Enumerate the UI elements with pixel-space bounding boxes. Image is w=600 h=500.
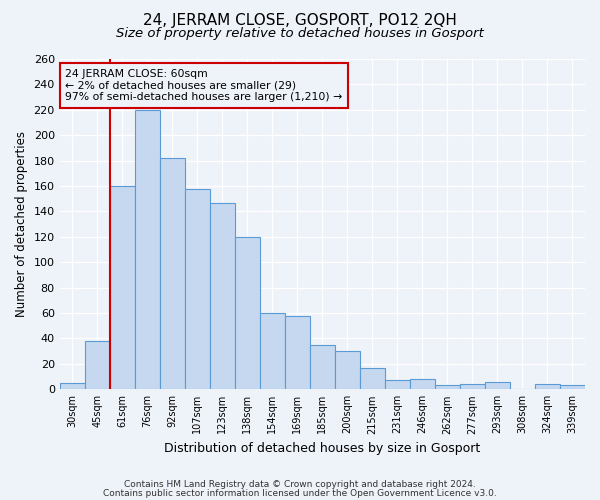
Bar [160, 158, 185, 390]
Bar [485, 382, 510, 390]
Text: Contains public sector information licensed under the Open Government Licence v3: Contains public sector information licen… [103, 488, 497, 498]
Text: 24 JERRAM CLOSE: 60sqm
← 2% of detached houses are smaller (29)
97% of semi-deta: 24 JERRAM CLOSE: 60sqm ← 2% of detached … [65, 69, 342, 102]
Bar [235, 237, 260, 390]
X-axis label: Distribution of detached houses by size in Gosport: Distribution of detached houses by size … [164, 442, 481, 455]
Bar [560, 386, 585, 390]
Y-axis label: Number of detached properties: Number of detached properties [15, 131, 28, 317]
Bar [310, 345, 335, 390]
Text: 24, JERRAM CLOSE, GOSPORT, PO12 2QH: 24, JERRAM CLOSE, GOSPORT, PO12 2QH [143, 12, 457, 28]
Bar [135, 110, 160, 390]
Bar [410, 379, 435, 390]
Text: Size of property relative to detached houses in Gosport: Size of property relative to detached ho… [116, 28, 484, 40]
Bar [185, 188, 210, 390]
Bar [435, 386, 460, 390]
Bar [110, 186, 135, 390]
Bar [385, 380, 410, 390]
Bar [535, 384, 560, 390]
Bar [360, 368, 385, 390]
Bar [260, 313, 285, 390]
Bar [460, 384, 485, 390]
Bar [210, 202, 235, 390]
Text: Contains HM Land Registry data © Crown copyright and database right 2024.: Contains HM Land Registry data © Crown c… [124, 480, 476, 489]
Bar [85, 341, 110, 390]
Bar [285, 316, 310, 390]
Bar [59, 383, 85, 390]
Bar [335, 351, 360, 390]
